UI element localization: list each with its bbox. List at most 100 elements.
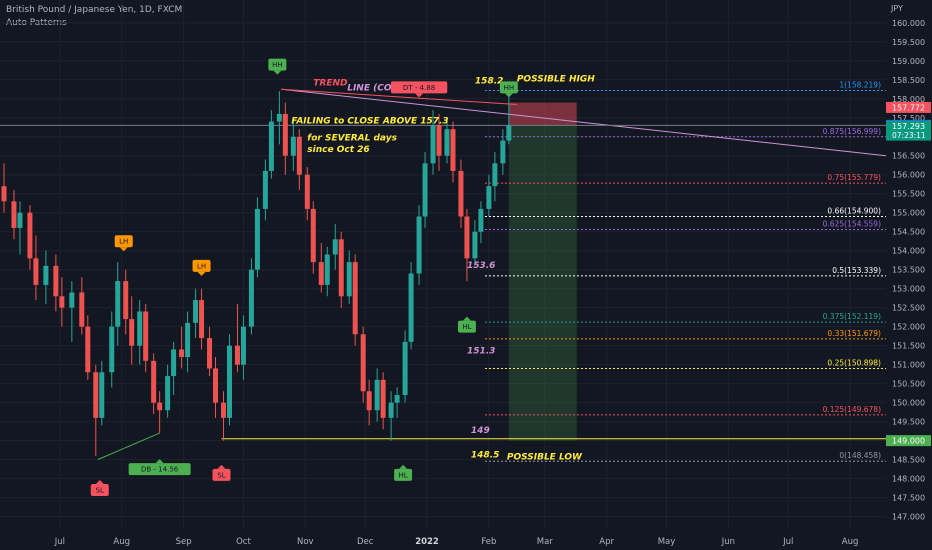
svg-text:SL: SL [217, 471, 225, 479]
candle-body [430, 125, 436, 164]
candle-body [185, 322, 191, 358]
candle-body [408, 273, 414, 342]
time-tick-label: Nov [297, 537, 314, 547]
trend-line [281, 88, 517, 105]
fib-level-label: 0.375(152.119) [823, 312, 881, 321]
svg-text:HL: HL [462, 323, 471, 331]
time-axis[interactable]: Jul Aug Sep Oct Nov Dec 2022 Feb Mar Apr May Jun Jul… [0, 528, 932, 550]
currency-label: JPY [890, 4, 903, 13]
svg-text:DB - 14.56: DB - 14.56 [141, 466, 179, 474]
candle-body [129, 319, 135, 346]
fibonacci-levels: 1(158.219) 0.875(156.999) 0.75(155.779) 0.6… [485, 80, 886, 462]
price-badge: 157.772 [886, 101, 931, 113]
chart-annotation: 153.6 [467, 261, 495, 271]
candle-body [1, 186, 7, 202]
candle-body [69, 292, 75, 308]
position-stop-zone [508, 125, 577, 441]
svg-text:157.293: 157.293 [892, 122, 925, 131]
price-tick-label: 150.500 [892, 380, 925, 389]
candle-body [338, 239, 344, 297]
pattern-label[interactable]: HL [457, 316, 476, 333]
time-tick-label: Feb [481, 537, 496, 547]
price-tick-label: 157.500 [892, 114, 925, 123]
chart-annotation: FAILING to CLOSE ABOVE 157.3 [291, 116, 448, 126]
time-tick-label: Mar [537, 537, 554, 547]
time-tick-label: Apr [599, 537, 614, 547]
fib-level-label: 1(158.219) [839, 80, 881, 89]
candle-body [43, 265, 49, 285]
candle-body [193, 300, 199, 323]
trend-line [97, 432, 160, 461]
time-tick-label: Dec [357, 537, 374, 547]
price-tick-label: 147.500 [892, 494, 925, 503]
candle-body [402, 341, 408, 396]
pattern-label[interactable]: SL [212, 464, 231, 481]
position-box [508, 102, 577, 441]
price-tick-label: 158.000 [892, 95, 925, 104]
svg-text:DT - 4.88: DT - 4.88 [403, 84, 435, 92]
candle-body [500, 140, 506, 164]
chart-annotation: since Oct 26 [307, 145, 369, 155]
candle-body [310, 208, 316, 263]
chart-annotation: 158.2 [475, 77, 503, 87]
time-tick-label: May [658, 537, 676, 547]
candle-body [33, 258, 39, 285]
pattern-label[interactable]: HH [499, 81, 518, 98]
candle-body [444, 129, 450, 156]
candle-body [143, 311, 149, 361]
candle-body [115, 281, 121, 327]
candle-body [394, 395, 400, 403]
time-tick-label: Oct [236, 537, 251, 547]
fib-level-label: 0.66(154.900) [827, 207, 881, 216]
svg-text:HL: HL [399, 471, 408, 479]
position-profit-zone [508, 102, 577, 126]
svg-text:149.000: 149.000 [892, 437, 925, 446]
trend-lines [0, 88, 887, 461]
fib-level-label: 0(148.458) [839, 451, 881, 460]
candle-body [324, 254, 330, 285]
pattern-label[interactable]: LH [114, 235, 133, 252]
candle-body [486, 186, 492, 209]
candle-body [304, 174, 310, 209]
candle-body [276, 113, 282, 122]
pattern-label[interactable]: HH [268, 58, 287, 75]
candle-body [472, 231, 478, 259]
price-tick-label: 148.500 [892, 456, 925, 465]
candle-body [360, 334, 366, 392]
candle-body [296, 136, 302, 175]
candle-body [450, 129, 456, 171]
candle-body [157, 402, 163, 411]
candle-body [53, 265, 59, 297]
chart-annotation: LINE (CONT.) [347, 83, 411, 93]
price-tick-label: 151.500 [892, 342, 925, 351]
time-tick-label: Sep [176, 537, 192, 547]
candle-body [374, 379, 380, 411]
price-axis[interactable]: JPY 147.000 147.500 148.000 148.500 149.000 14… [886, 0, 932, 550]
candle-body [366, 391, 372, 411]
candle-body [85, 326, 91, 373]
candle-body [332, 239, 338, 255]
candle-body [380, 379, 386, 418]
price-tick-label: 158.500 [892, 76, 925, 85]
candle-body [220, 402, 226, 418]
candle-body [199, 300, 205, 339]
price-tick-label: 149.500 [892, 418, 925, 427]
pattern-label[interactable]: HL [394, 464, 413, 481]
pattern-labels: HH DT - 4.88 HH LH LH HL DB - 14.56 HL SL SL [90, 58, 518, 497]
price-tick-label: 153.500 [892, 266, 925, 275]
candle-body [213, 368, 219, 403]
pattern-label[interactable]: DB - 14.56 [128, 459, 191, 476]
pattern-label[interactable]: DT - 4.88 [390, 81, 448, 98]
pattern-label[interactable]: SL [90, 480, 109, 497]
price-tick-label: 155.500 [892, 190, 925, 199]
candle-body [151, 360, 157, 403]
candle-body [59, 296, 65, 308]
fib-level-label: 0.625(154.559) [823, 219, 881, 228]
pattern-label[interactable]: LH [192, 259, 211, 276]
candle-body [464, 216, 470, 259]
chart-annotation: 148.5 [471, 451, 499, 461]
candles [1, 91, 512, 456]
price-tick-label: 155.000 [892, 209, 925, 218]
